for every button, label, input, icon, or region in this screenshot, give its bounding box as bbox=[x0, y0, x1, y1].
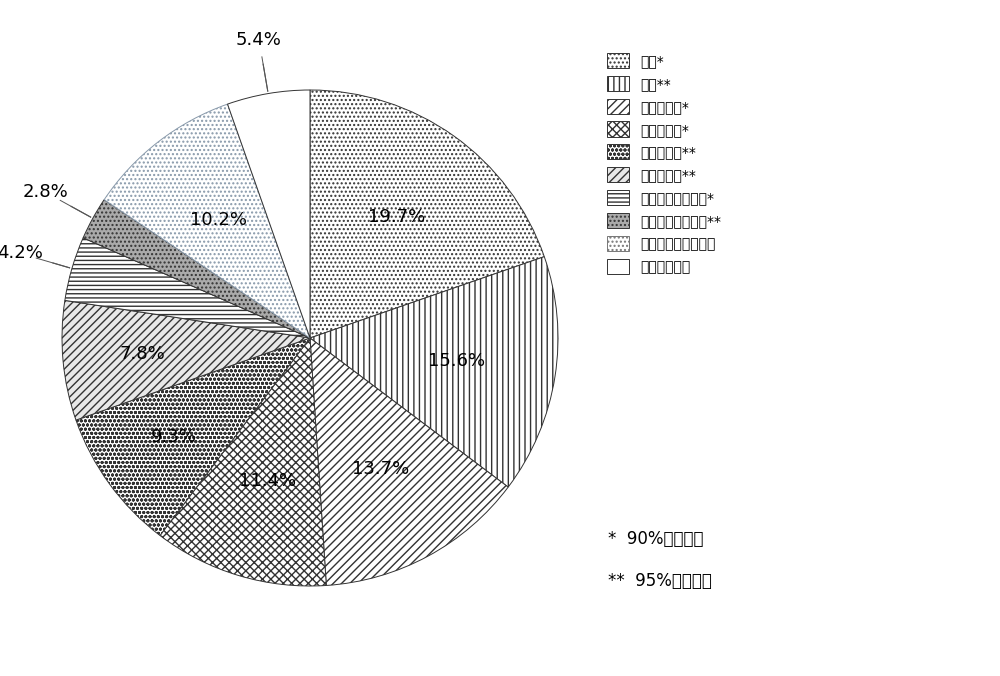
Text: 5.4%: 5.4% bbox=[236, 31, 282, 49]
Wedge shape bbox=[65, 238, 310, 338]
Wedge shape bbox=[160, 338, 326, 586]
Wedge shape bbox=[310, 90, 544, 338]
Text: 15.6%: 15.6% bbox=[428, 352, 486, 370]
Wedge shape bbox=[310, 257, 558, 487]
Text: 9.3%: 9.3% bbox=[151, 429, 197, 446]
Text: 10.2%: 10.2% bbox=[190, 212, 247, 229]
Text: 4.2%: 4.2% bbox=[0, 244, 42, 262]
Text: 13.7%: 13.7% bbox=[352, 460, 409, 478]
Wedge shape bbox=[104, 104, 310, 338]
Wedge shape bbox=[310, 338, 508, 585]
Text: 2.8%: 2.8% bbox=[22, 183, 68, 201]
Wedge shape bbox=[228, 90, 310, 338]
Legend: 农田*, 农田**, 中覆盖草地*, 低覆盖草地*, 中覆盖草地**, 低覆盖草地**, 沙地、戈壁与裸地*, 沙地、戈壁与裸地**, 其他未变化土地类型, 土: 农田*, 农田**, 中覆盖草地*, 低覆盖草地*, 中覆盖草地**, 低覆盖草… bbox=[607, 53, 721, 274]
Text: 11.4%: 11.4% bbox=[239, 471, 296, 489]
Text: *  90%置信区间: * 90%置信区间 bbox=[608, 530, 704, 548]
Text: 7.8%: 7.8% bbox=[119, 345, 165, 362]
Wedge shape bbox=[76, 338, 310, 535]
Wedge shape bbox=[62, 300, 310, 420]
Text: **  95%置信区间: ** 95%置信区间 bbox=[608, 573, 712, 590]
Text: 19.7%: 19.7% bbox=[368, 208, 425, 226]
Wedge shape bbox=[83, 199, 310, 338]
